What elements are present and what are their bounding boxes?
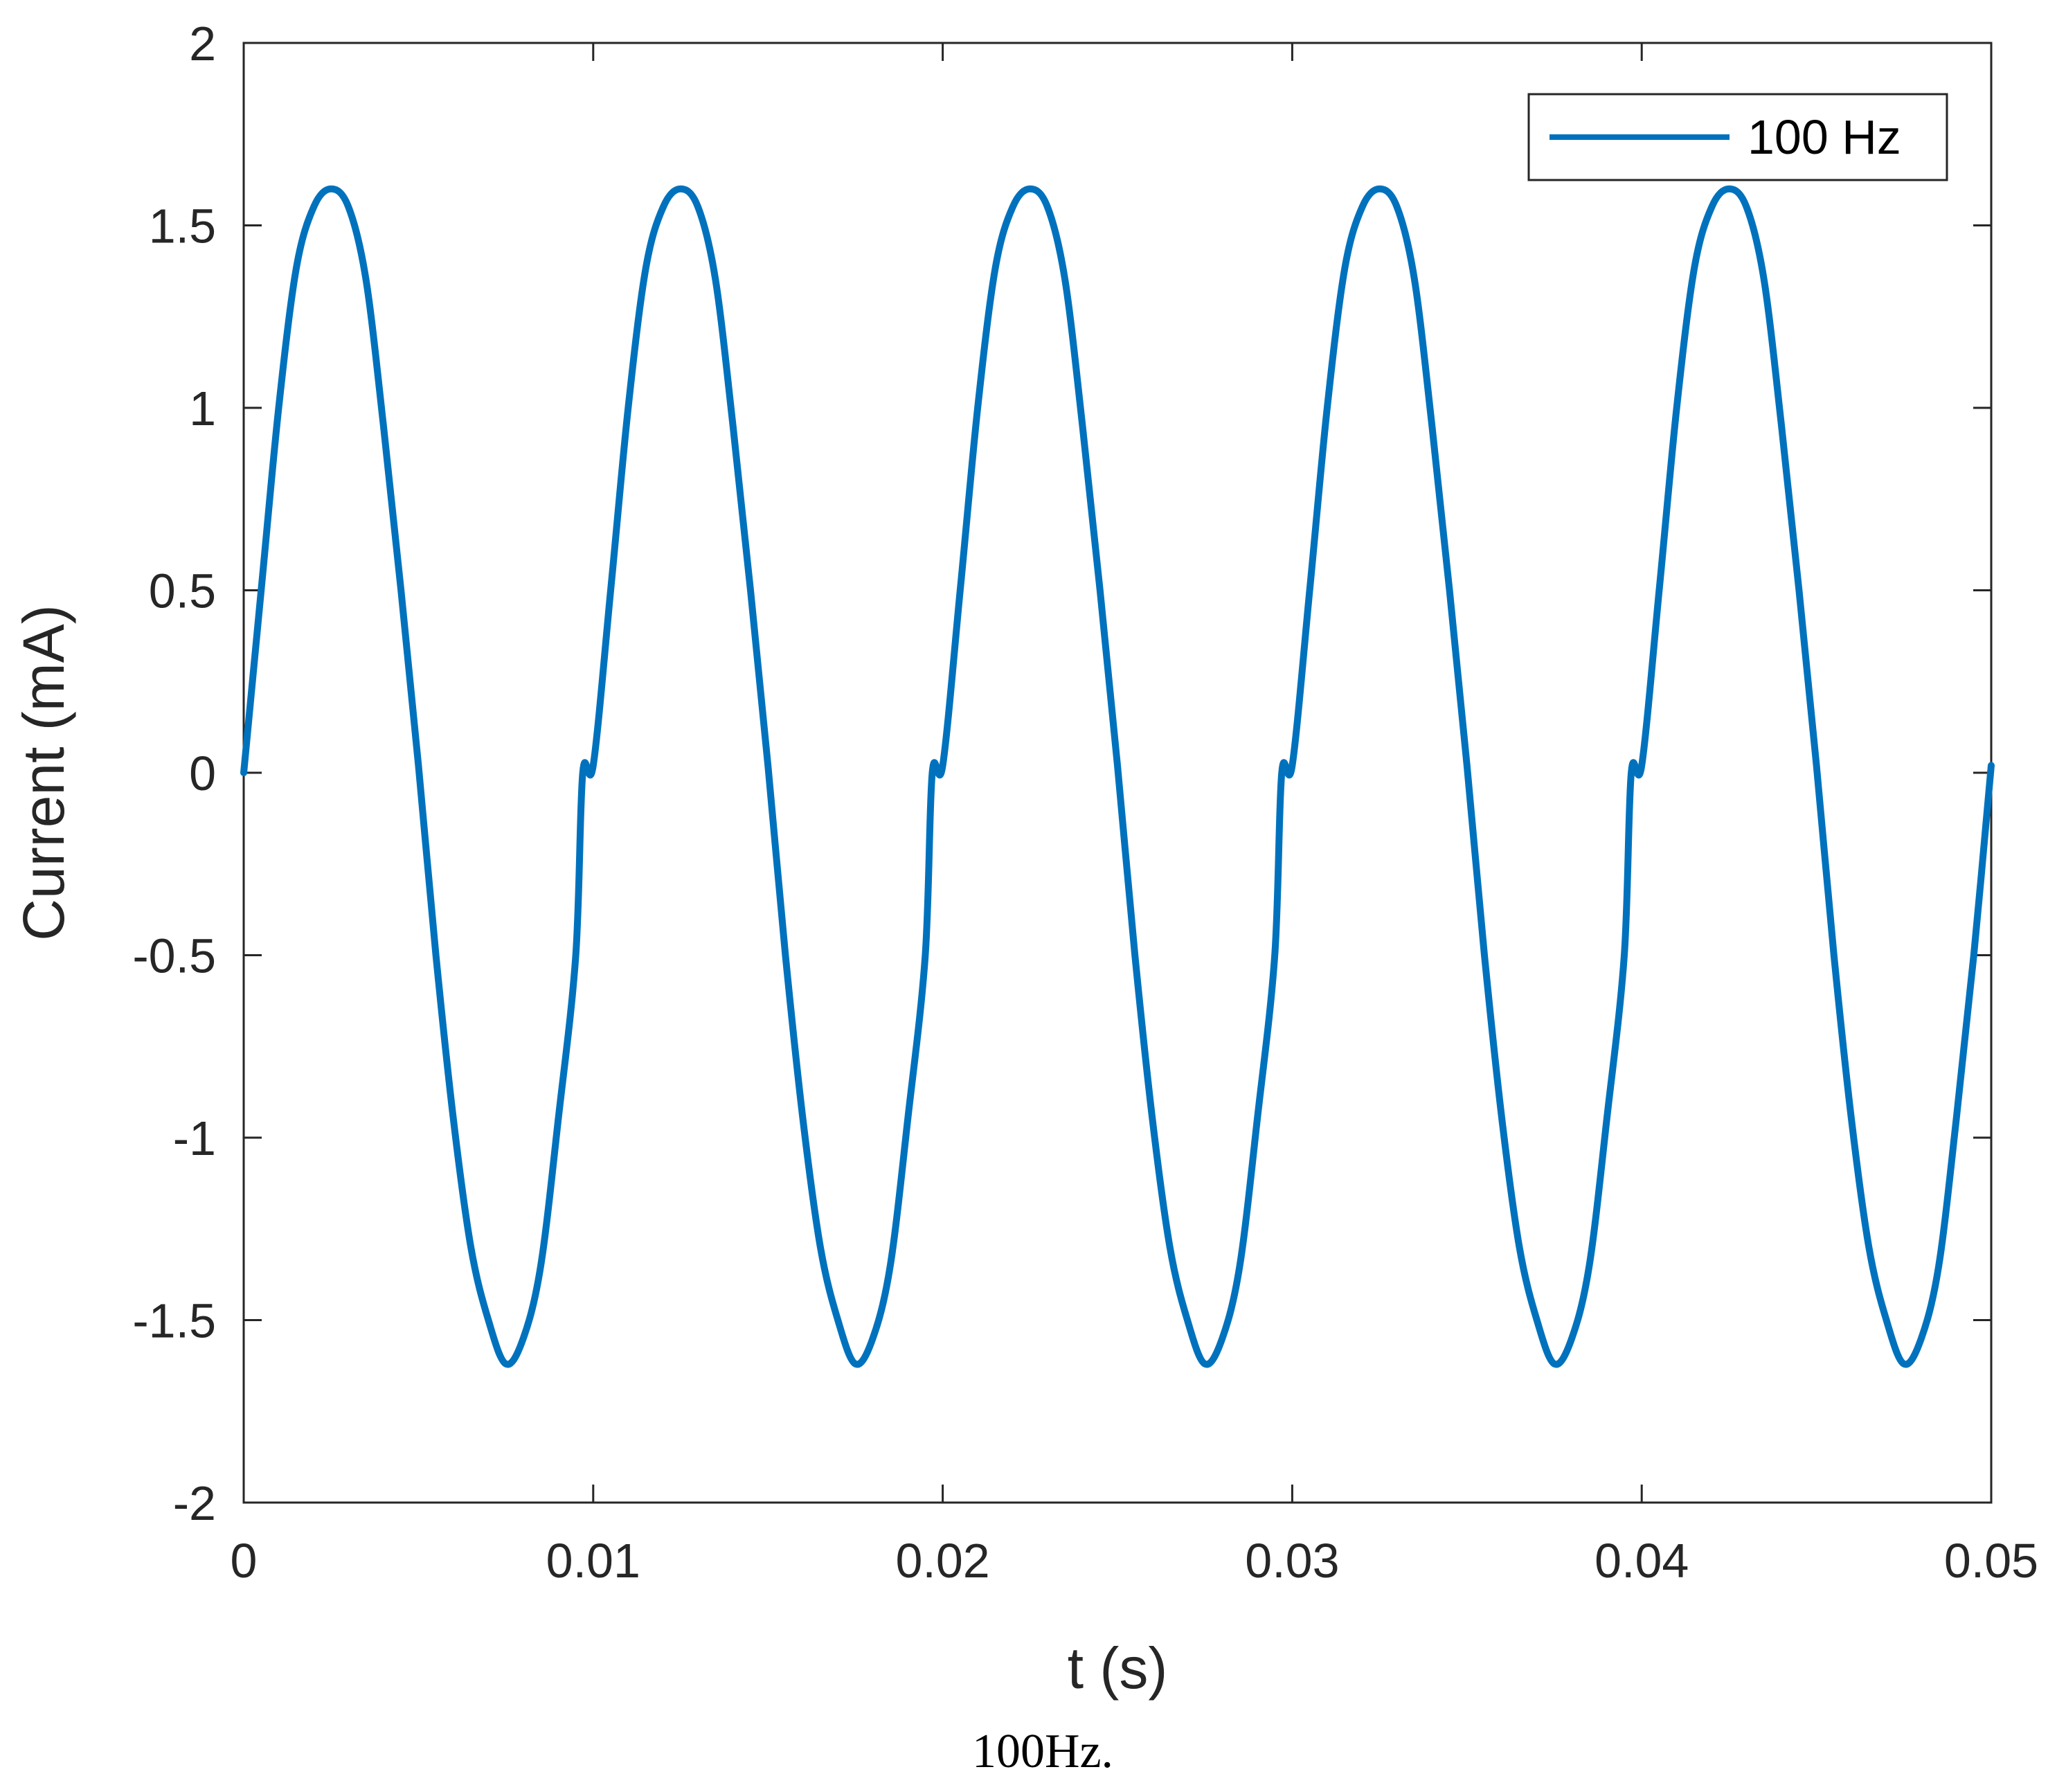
y-tick-label: 2 [189, 17, 216, 71]
y-tick-label: 1.5 [149, 199, 216, 253]
x-tick-label: 0.01 [546, 1534, 640, 1588]
legend-label-100-hz: 100 Hz [1748, 110, 1901, 164]
y-tick-label: -1 [173, 1111, 216, 1165]
legend-box [1527, 93, 1948, 181]
y-tick-label: 0.5 [149, 564, 216, 618]
x-tick-label: 0.04 [1595, 1534, 1689, 1588]
x-tick-label: 0.03 [1245, 1534, 1339, 1588]
x-tick-label: 0.02 [895, 1534, 989, 1588]
y-tick-label: -1.5 [132, 1294, 216, 1348]
x-tick-labels: 0 0.01 0.02 0.03 0.04 0.05 [231, 1534, 2039, 1588]
y-tick-label: -0.5 [132, 929, 216, 983]
x-axis-label: t (s) [1068, 1636, 1168, 1701]
legend: 100 Hz [1527, 93, 1948, 181]
series-layer [240, 185, 1995, 1368]
x-tick-label: 0.05 [1944, 1534, 2038, 1588]
series-line-100-hz [240, 185, 1995, 1368]
y-tick-labels: -2 -1.5 -1 -0.5 0 0.5 1 1.5 2 [132, 17, 216, 1530]
x-tick-label: 0 [231, 1534, 258, 1588]
y-tick-label: -2 [173, 1476, 216, 1530]
y-tick-label: 0 [189, 746, 216, 800]
figure-caption: 100Hz. [972, 1725, 1113, 1778]
y-tick-label: 1 [189, 382, 216, 436]
y-axis-label: Current (mA) [11, 604, 76, 940]
